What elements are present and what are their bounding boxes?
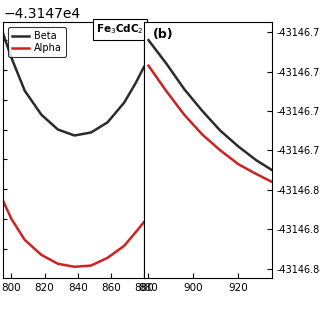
Alpha [56,262,60,266]
Beta [89,131,93,134]
Alpha [39,253,43,257]
Alpha [10,217,13,221]
Alpha [134,230,138,234]
Beta [134,81,138,85]
Beta [39,113,43,116]
Beta [106,120,109,124]
Beta [73,133,76,137]
Alpha [106,256,109,260]
Text: Fe$_3$CdC$_2$: Fe$_3$CdC$_2$ [96,22,144,36]
Text: (b): (b) [153,28,173,41]
Beta [10,56,13,60]
Legend: Beta, Alpha: Beta, Alpha [8,27,66,57]
Alpha [23,238,27,242]
Beta [23,89,27,93]
Beta [142,65,146,69]
Beta [122,101,126,105]
Beta [56,128,60,132]
Alpha [73,265,76,269]
Alpha [89,264,93,268]
Line: Alpha: Alpha [3,201,144,267]
Alpha [122,244,126,248]
Line: Beta: Beta [3,34,144,135]
Alpha [142,220,146,224]
Beta [1,32,5,36]
Alpha [1,199,5,203]
